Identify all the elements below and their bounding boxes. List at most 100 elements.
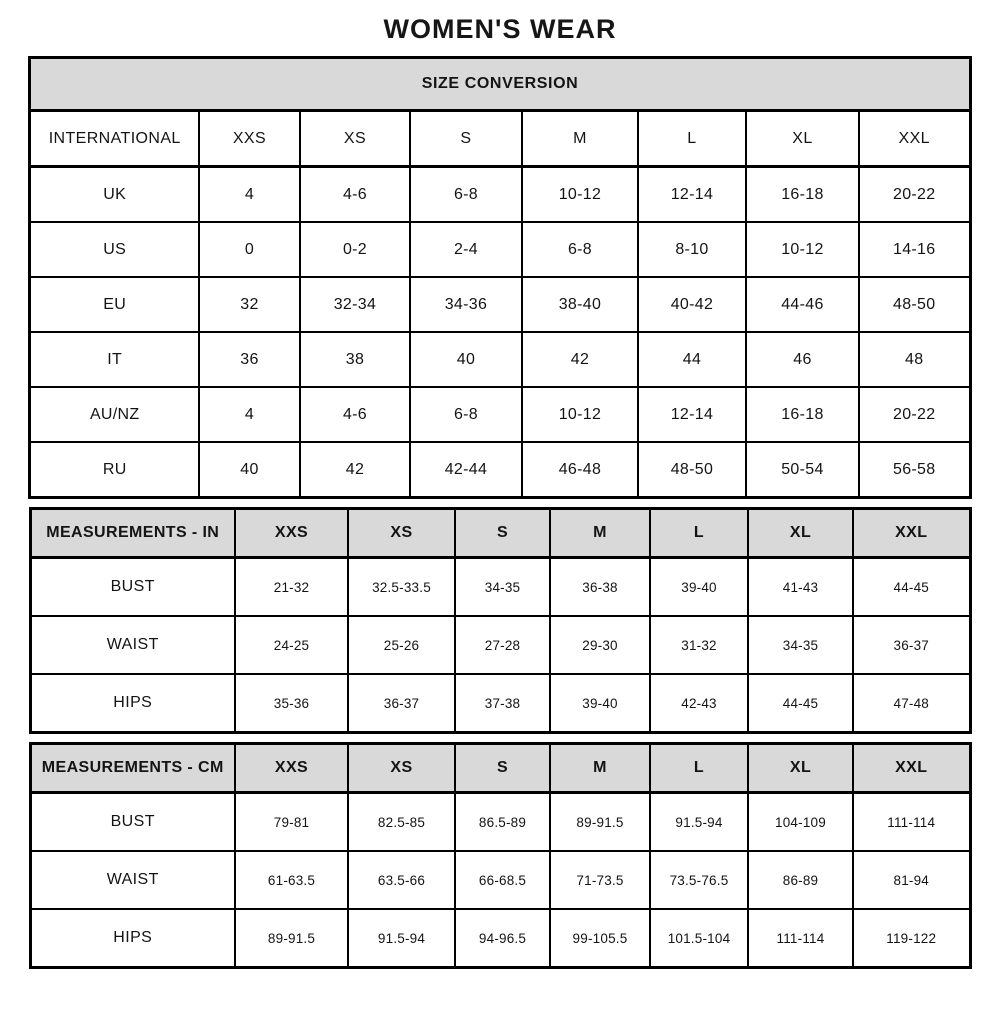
table-row: UK 4 4-6 6-8 10-12 12-14 16-18 20-22 bbox=[28, 165, 972, 223]
column-header: M bbox=[520, 109, 639, 168]
measurements-cm-table: MEASUREMENTS - CM XXS XS S M L XL XXL BU… bbox=[28, 742, 972, 969]
table-row: HIPS 89-91.5 91.5-94 94-96.5 99-105.5 10… bbox=[29, 908, 971, 969]
table-row: RU 40 42 42-44 46-48 48-50 50-54 56-58 bbox=[28, 441, 972, 499]
cell: 6-8 bbox=[520, 221, 639, 278]
column-header: XS bbox=[347, 742, 456, 794]
cell: 38 bbox=[298, 331, 411, 388]
cell: 42 bbox=[520, 331, 639, 388]
column-header: XXL bbox=[857, 109, 972, 168]
row-label: BUST bbox=[29, 556, 236, 617]
measurements-in-header-row: MEASUREMENTS - IN XXS XS S M L XL XXL bbox=[29, 507, 971, 559]
cell: 48 bbox=[857, 331, 972, 388]
cell: 44-45 bbox=[747, 673, 854, 734]
cell: 41-43 bbox=[747, 556, 854, 617]
cell: 32 bbox=[197, 276, 301, 333]
cell: 29-30 bbox=[549, 615, 651, 675]
column-header: XXS bbox=[197, 109, 301, 168]
column-header: XXS bbox=[234, 742, 349, 794]
cell: 4 bbox=[197, 165, 301, 223]
column-header: XXL bbox=[852, 742, 971, 794]
column-header: XS bbox=[298, 109, 411, 168]
cell: 12-14 bbox=[636, 386, 747, 443]
cell: 31-32 bbox=[649, 615, 749, 675]
cell: 50-54 bbox=[744, 441, 860, 499]
column-header: S bbox=[408, 109, 523, 168]
cell: 89-91.5 bbox=[549, 791, 651, 852]
measurements-in-table: MEASUREMENTS - IN XXS XS S M L XL XXL BU… bbox=[28, 507, 972, 734]
cell: 32.5-33.5 bbox=[347, 556, 456, 617]
cell: 48-50 bbox=[636, 441, 747, 499]
column-header: XL bbox=[747, 742, 854, 794]
cell: 10-12 bbox=[520, 386, 639, 443]
cell: 44-45 bbox=[852, 556, 971, 617]
cell: 35-36 bbox=[234, 673, 349, 734]
row-label: US bbox=[28, 221, 200, 278]
cell: 101.5-104 bbox=[649, 908, 749, 969]
table-row: BUST 79-81 82.5-85 86.5-89 89-91.5 91.5-… bbox=[29, 791, 971, 852]
cell: 4-6 bbox=[298, 386, 411, 443]
cell: 63.5-66 bbox=[347, 850, 456, 910]
row-label: EU bbox=[28, 276, 200, 333]
cell: 16-18 bbox=[744, 386, 860, 443]
row-label: UK bbox=[28, 165, 200, 223]
cell: 119-122 bbox=[852, 908, 971, 969]
table-row: EU 32 32-34 34-36 38-40 40-42 44-46 48-5… bbox=[28, 276, 972, 333]
cell: 40 bbox=[197, 441, 301, 499]
cell: 36-37 bbox=[347, 673, 456, 734]
cell: 36-38 bbox=[549, 556, 651, 617]
table-row: WAIST 61-63.5 63.5-66 66-68.5 71-73.5 73… bbox=[29, 850, 971, 910]
cell: 36-37 bbox=[852, 615, 971, 675]
cell: 48-50 bbox=[857, 276, 972, 333]
cell: 24-25 bbox=[234, 615, 349, 675]
column-header: L bbox=[636, 109, 747, 168]
cell: 38-40 bbox=[520, 276, 639, 333]
cell: 16-18 bbox=[744, 165, 860, 223]
cell: 61-63.5 bbox=[234, 850, 349, 910]
column-header: S bbox=[454, 742, 551, 794]
row-label: RU bbox=[28, 441, 200, 499]
measurements-cm-header-row: MEASUREMENTS - CM XXS XS S M L XL XXL bbox=[29, 742, 971, 794]
cell: 39-40 bbox=[549, 673, 651, 734]
cell: 66-68.5 bbox=[454, 850, 551, 910]
table-row: US 0 0-2 2-4 6-8 8-10 10-12 14-16 bbox=[28, 221, 972, 278]
column-header: XL bbox=[747, 507, 854, 559]
cell: 42-44 bbox=[408, 441, 523, 499]
table-row: WAIST 24-25 25-26 27-28 29-30 31-32 34-3… bbox=[29, 615, 971, 675]
cell: 40 bbox=[408, 331, 523, 388]
column-header: L bbox=[649, 742, 749, 794]
cell: 44 bbox=[636, 331, 747, 388]
cell: 37-38 bbox=[454, 673, 551, 734]
cell: 42 bbox=[298, 441, 411, 499]
cell: 6-8 bbox=[408, 165, 523, 223]
row-label: HIPS bbox=[29, 673, 236, 734]
measurements-in-title: MEASUREMENTS - IN bbox=[29, 507, 236, 559]
column-header: XS bbox=[347, 507, 456, 559]
cell: 73.5-76.5 bbox=[649, 850, 749, 910]
cell: 42-43 bbox=[649, 673, 749, 734]
cell: 34-35 bbox=[747, 615, 854, 675]
cell: 81-94 bbox=[852, 850, 971, 910]
column-header: S bbox=[454, 507, 551, 559]
column-header: INTERNATIONAL bbox=[28, 109, 200, 168]
cell: 10-12 bbox=[520, 165, 639, 223]
cell: 34-35 bbox=[454, 556, 551, 617]
cell: 99-105.5 bbox=[549, 908, 651, 969]
cell: 104-109 bbox=[747, 791, 854, 852]
cell: 8-10 bbox=[636, 221, 747, 278]
cell: 0-2 bbox=[298, 221, 411, 278]
cell: 46-48 bbox=[520, 441, 639, 499]
cell: 20-22 bbox=[857, 165, 972, 223]
row-label: WAIST bbox=[29, 850, 236, 910]
cell: 2-4 bbox=[408, 221, 523, 278]
column-header: XL bbox=[744, 109, 860, 168]
cell: 86.5-89 bbox=[454, 791, 551, 852]
row-label: AU/NZ bbox=[28, 386, 200, 443]
cell: 36 bbox=[197, 331, 301, 388]
cell: 47-48 bbox=[852, 673, 971, 734]
cell: 91.5-94 bbox=[347, 908, 456, 969]
cell: 56-58 bbox=[857, 441, 972, 499]
page-title: WOMEN'S WEAR bbox=[383, 14, 617, 44]
cell: 10-12 bbox=[744, 221, 860, 278]
cell: 21-32 bbox=[234, 556, 349, 617]
cell: 4 bbox=[197, 386, 301, 443]
